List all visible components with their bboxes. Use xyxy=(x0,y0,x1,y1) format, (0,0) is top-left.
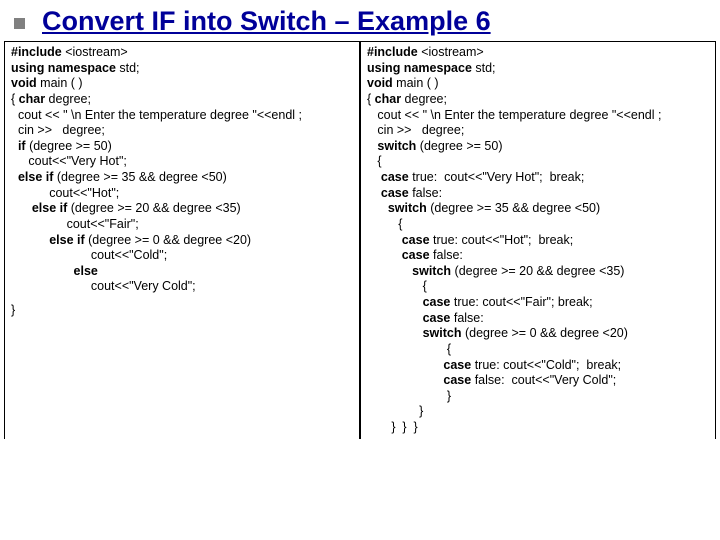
code-columns: #include <iostream> using namespace std;… xyxy=(4,41,716,439)
slide-title: Convert IF into Switch – Example 6 xyxy=(0,0,720,41)
title-bullet-icon xyxy=(14,18,25,29)
title-text: Convert IF into Switch – Example 6 xyxy=(42,6,491,36)
code-right: #include <iostream> using namespace std;… xyxy=(360,42,716,439)
code-left: #include <iostream> using namespace std;… xyxy=(4,42,360,439)
slide: Convert IF into Switch – Example 6 #incl… xyxy=(0,0,720,540)
